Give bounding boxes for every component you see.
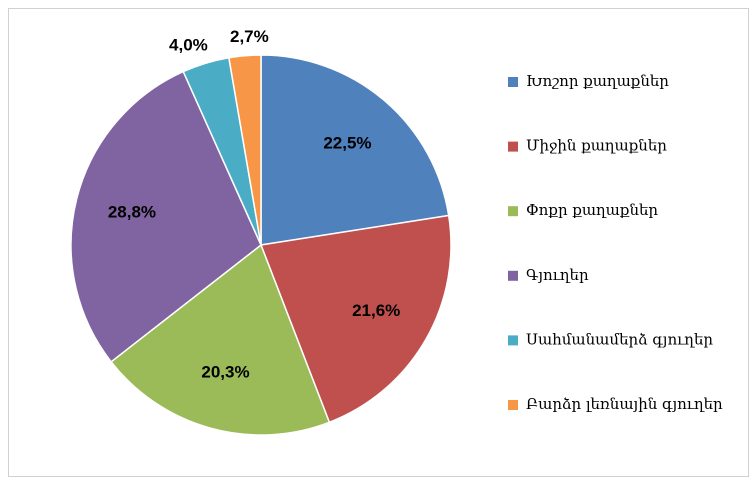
chart-frame: [8, 8, 749, 477]
data-label: 22,5%: [323, 133, 371, 152]
legend-label: Միջին քաղաքներ: [526, 137, 667, 155]
legend-label: Բարձր լեռնային գյուղեր: [526, 395, 723, 413]
pie-slice: [70, 70, 262, 363]
legend-label: Սահմանամերձ գյուղեր: [526, 330, 713, 348]
pie-slice: [110, 243, 331, 436]
pie-slice: [259, 214, 452, 424]
data-label: 2,7%: [230, 27, 269, 46]
legend-swatch: [508, 270, 518, 281]
pie-slice: [260, 54, 450, 246]
pie-slice: [228, 54, 262, 246]
legend-swatch: [508, 400, 518, 410]
legend-swatch: [508, 206, 518, 217]
legend-label: Խոշոր քաղաքներ: [526, 72, 669, 90]
legend-swatch: [508, 335, 518, 346]
data-label: 4,0%: [169, 36, 208, 55]
legend-label: Փոքր քաղաքներ: [526, 201, 658, 219]
legend-swatch: [508, 77, 518, 87]
legend-label: Գյուղեր: [526, 266, 589, 284]
data-label: 28,8%: [108, 202, 156, 221]
data-label: 21,6%: [352, 301, 400, 320]
legend-swatch: [508, 141, 518, 152]
data-label: 20,3%: [201, 363, 249, 382]
